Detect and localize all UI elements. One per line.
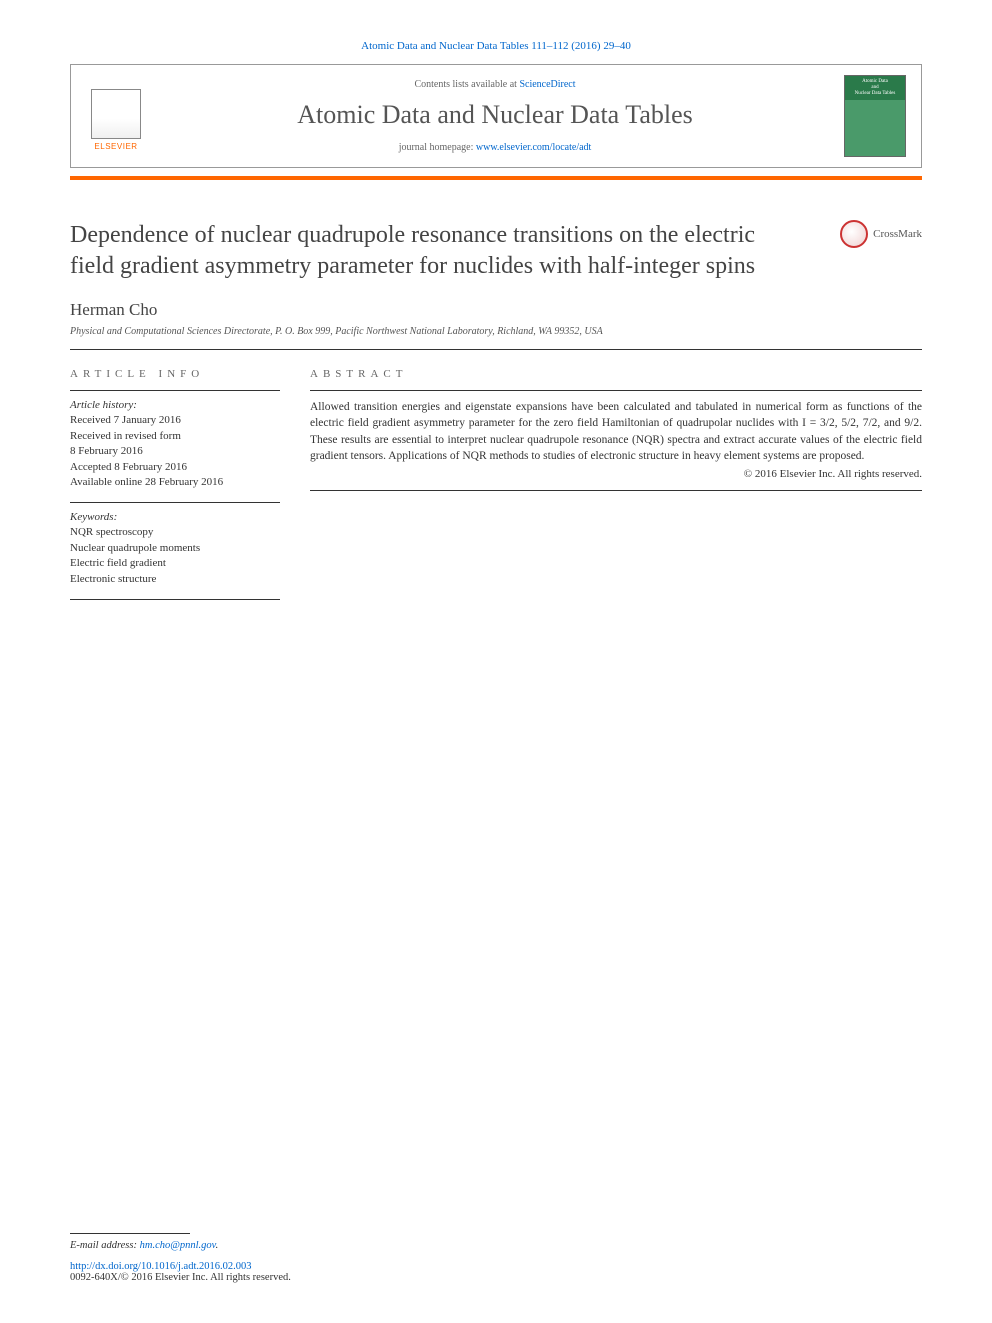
info-divider (70, 390, 280, 391)
abstract-divider (310, 390, 922, 391)
email-line: E-mail address: hm.cho@pnnl.gov. (70, 1240, 291, 1251)
abstract-text: Allowed transition energies and eigensta… (310, 399, 922, 463)
journal-name: Atomic Data and Nuclear Data Tables (146, 100, 844, 130)
copyright-line: © 2016 Elsevier Inc. All rights reserved… (310, 468, 922, 480)
crossmark-badge[interactable]: CrossMark (840, 220, 922, 248)
history-label: Article history: (70, 399, 280, 411)
history-item: Received in revised form (70, 429, 280, 444)
info-divider (70, 599, 280, 600)
homepage-line: journal homepage: www.elsevier.com/locat… (146, 142, 844, 153)
keyword-item: NQR spectroscopy (70, 525, 280, 540)
elsevier-label: ELSEVIER (94, 142, 137, 151)
contents-line: Contents lists available at ScienceDirec… (146, 79, 844, 90)
orange-divider (70, 176, 922, 180)
email-label: E-mail address: (70, 1240, 140, 1251)
keyword-item: Electric field gradient (70, 556, 280, 571)
homepage-prefix: journal homepage: (399, 142, 476, 153)
crossmark-icon (840, 220, 868, 248)
email-link[interactable]: hm.cho@pnnl.gov (140, 1240, 216, 1251)
abstract-divider (310, 490, 922, 491)
keyword-item: Electronic structure (70, 572, 280, 587)
sciencedirect-link[interactable]: ScienceDirect (519, 79, 575, 90)
history-item: Accepted 8 February 2016 (70, 460, 280, 475)
info-abstract-row: article info Article history: Received 7… (70, 368, 922, 608)
doi-link[interactable]: http://dx.doi.org/10.1016/j.adt.2016.02.… (70, 1261, 252, 1272)
contents-prefix: Contents lists available at (414, 79, 519, 90)
author-name: Herman Cho (70, 300, 922, 320)
homepage-link[interactable]: www.elsevier.com/locate/adt (476, 142, 591, 153)
history-item: Available online 28 February 2016 (70, 475, 280, 490)
history-item: Received 7 January 2016 (70, 413, 280, 428)
abstract-label: abstract (310, 368, 922, 380)
journal-cover-thumbnail[interactable]: Atomic Data and Nuclear Data Tables (844, 75, 906, 157)
author-affiliation: Physical and Computational Sciences Dire… (70, 326, 922, 337)
journal-header-box: ELSEVIER Contents lists available at Sci… (70, 64, 922, 168)
footer-block: E-mail address: hm.cho@pnnl.gov. http://… (70, 1233, 291, 1283)
article-info-label: article info (70, 368, 280, 380)
article-title: Dependence of nuclear quadrupole resonan… (70, 220, 770, 282)
info-divider (70, 502, 280, 503)
footer-divider (70, 1233, 190, 1234)
divider (70, 349, 922, 350)
citation-header[interactable]: Atomic Data and Nuclear Data Tables 111–… (70, 40, 922, 52)
history-item: 8 February 2016 (70, 444, 280, 459)
elsevier-tree-icon (91, 89, 141, 139)
article-info-column: article info Article history: Received 7… (70, 368, 280, 608)
keyword-item: Nuclear quadrupole moments (70, 541, 280, 556)
doi-line: http://dx.doi.org/10.1016/j.adt.2016.02.… (70, 1261, 291, 1272)
crossmark-label: CrossMark (873, 228, 922, 240)
abstract-column: abstract Allowed transition energies and… (310, 368, 922, 608)
header-center: Contents lists available at ScienceDirec… (146, 79, 844, 153)
cover-title-3: Nuclear Data Tables (848, 91, 902, 97)
title-row: Dependence of nuclear quadrupole resonan… (70, 220, 922, 282)
keywords-label: Keywords: (70, 511, 280, 523)
issn-line: 0092-640X/© 2016 Elsevier Inc. All right… (70, 1272, 291, 1283)
elsevier-logo[interactable]: ELSEVIER (86, 81, 146, 151)
